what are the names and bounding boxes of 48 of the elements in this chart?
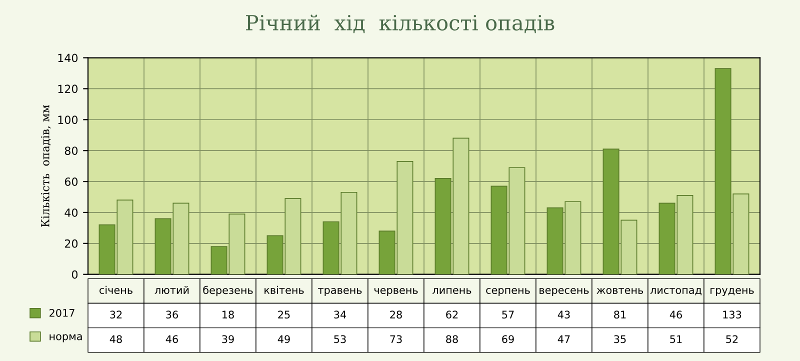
data-label: 46 [670,310,682,319]
x-tick-label: травень [318,288,362,296]
data-label: 47 [558,335,570,343]
y-tick-label: 140 [58,54,78,62]
data-label: 48 [110,335,122,344]
x-tick-label: квітень [264,286,304,294]
x-tick-label: липень [432,288,472,294]
data-label: 35 [614,335,626,344]
x-tick-label: вересень [540,288,589,296]
data-label: 81 [614,310,626,319]
data-label: 53 [334,335,346,344]
y-tick-label: 0 [72,270,78,279]
y-axis-title: Кількість опадів, мм [41,104,51,227]
data-label: 28 [390,310,402,319]
x-tick-label: червень [374,288,418,296]
y-tick-label: 40 [64,208,78,217]
legend-label: норма [50,334,82,342]
data-label: 73 [390,335,402,344]
data-label: 57 [502,310,514,319]
data-label: 39 [222,335,234,344]
data-label: 43 [558,310,570,319]
x-tick-label: листопад [650,288,702,296]
y-tick-label: 100 [58,116,78,124]
y-tick-label: 120 [58,84,78,94]
x-tick-label: січень [100,286,132,294]
data-label: 46 [166,335,178,344]
chart-title: Річний хід кількості опадів [246,14,554,34]
data-label: 69 [502,335,514,344]
data-label: 52 [726,335,738,344]
data-label: 51 [670,335,682,344]
data-label: 133 [723,310,742,319]
x-tick-label: грудень [710,288,754,296]
data-label: 62 [446,310,458,319]
x-tick-label: серпень [486,288,530,296]
data-label: 32 [110,310,122,319]
data-label: 88 [446,335,458,344]
x-tick-label: лютий [154,286,189,294]
data-label: 34 [334,310,346,319]
x-tick-label: жовтень [596,288,644,294]
data-label: 18 [222,310,234,319]
y-tick-label: 20 [64,239,78,248]
data-label: 25 [278,310,290,319]
y-tick-label: 80 [64,146,78,155]
x-tick-label: березень [203,286,253,296]
legend-label: 2017 [50,308,74,317]
y-tick-label: 60 [64,178,78,186]
data-label: 49 [278,335,290,344]
data-label: 36 [166,310,178,319]
